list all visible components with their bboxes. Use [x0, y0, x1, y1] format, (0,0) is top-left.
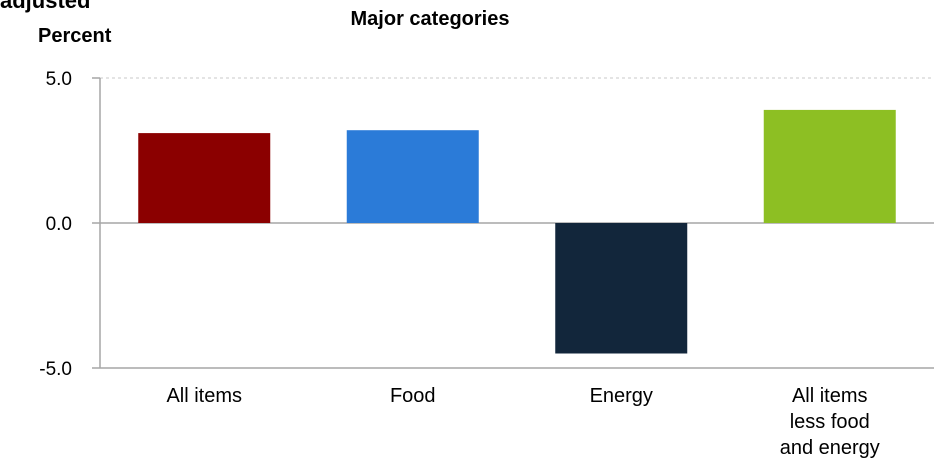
y-tick-label: 0.0 — [46, 214, 72, 235]
bar — [346, 130, 479, 223]
bar — [138, 133, 271, 223]
x-tick-label: All items — [166, 385, 242, 407]
bar — [555, 223, 688, 354]
y-axis-label: Percent — [38, 25, 112, 47]
x-tick-label: Food — [390, 385, 436, 407]
x-tick-label: and energy — [780, 437, 880, 459]
cropped-heading: adjusted — [0, 0, 91, 13]
x-tick-label: less food — [790, 411, 870, 433]
y-tick-label: -5.0 — [39, 359, 72, 380]
x-tick-label: Energy — [590, 385, 653, 407]
bar — [763, 109, 896, 223]
chart-title: Major categories — [350, 8, 510, 30]
y-tick-label: 5.0 — [46, 69, 72, 90]
x-tick-label: All items — [792, 385, 868, 407]
